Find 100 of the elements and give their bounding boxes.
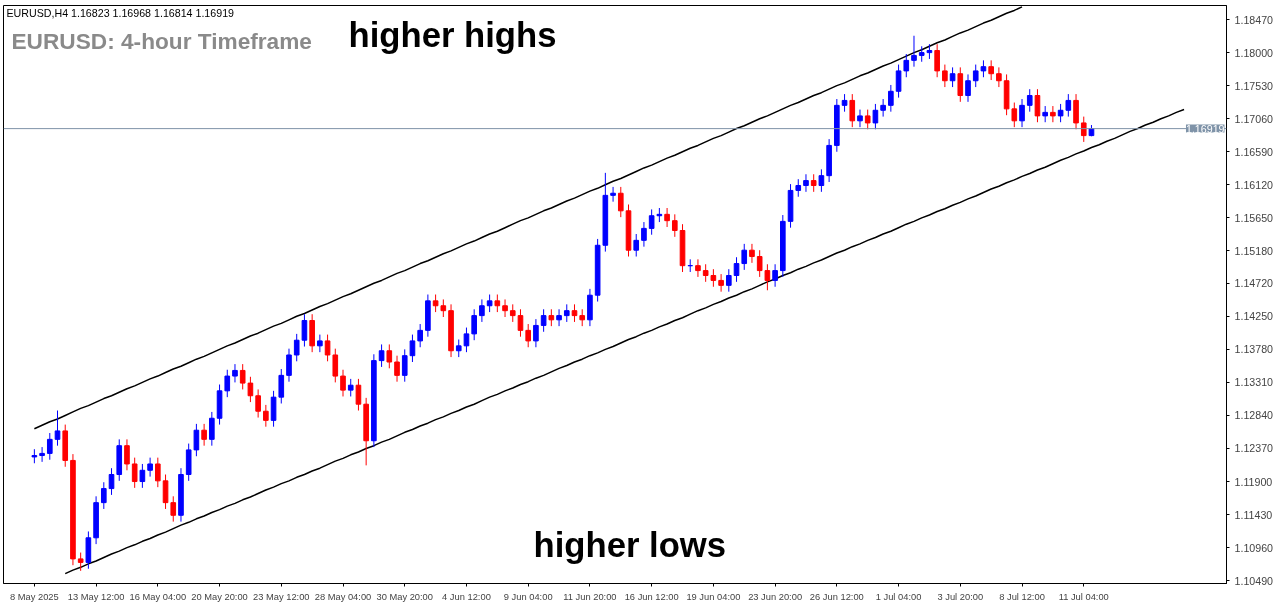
- x-tick-label: 1 Jul 04:00: [875, 591, 922, 602]
- candlestick: [749, 243, 755, 264]
- candlestick: [39, 446, 45, 463]
- candlestick: [278, 368, 285, 404]
- y-tick-label: 1.13310: [1234, 376, 1274, 389]
- x-tick-label: 28 May 04:00: [314, 591, 372, 602]
- annotation: EURUSD,H4 1.16823 1.16968 1.16814 1.16919: [6, 6, 235, 19]
- y-tick-label: 1.13780: [1234, 343, 1274, 356]
- candlestick: [533, 318, 539, 348]
- candlestick: [355, 378, 362, 412]
- candlestick: [880, 98, 886, 118]
- annotation: higher lows: [533, 525, 727, 564]
- x-tick-label: 20 May 20:00: [191, 591, 248, 602]
- candlestick: [224, 369, 231, 398]
- candlestick: [209, 411, 215, 447]
- candlestick: [1050, 105, 1056, 123]
- candlestick: [671, 213, 678, 238]
- candlestick: [255, 388, 261, 419]
- candlestick: [733, 256, 740, 283]
- candlestick: [695, 258, 701, 278]
- candlestick: [818, 168, 825, 193]
- candlestick: [394, 355, 400, 383]
- candlestick: [633, 233, 640, 258]
- candlestick: [965, 73, 971, 103]
- candlestick: [1073, 93, 1079, 130]
- candlestick: [463, 327, 470, 353]
- candlestick: [193, 423, 200, 457]
- candlestick: [386, 343, 393, 369]
- y-tick-label: 1.17060: [1234, 112, 1274, 125]
- candlestick: [903, 53, 910, 78]
- x-tick-label: 11 Jun 20:00: [563, 591, 617, 602]
- candlestick: [648, 208, 655, 236]
- annotation: higher highs: [348, 15, 557, 54]
- candlestick: [301, 313, 308, 348]
- candlestick: [147, 457, 153, 478]
- candlestick: [317, 334, 323, 353]
- candlestick: [232, 363, 238, 383]
- candlestick: [972, 64, 979, 88]
- x-tick-label: 8 May 2025: [9, 591, 59, 602]
- candlestick: [556, 308, 562, 327]
- candlestick: [332, 348, 339, 383]
- candlestick: [888, 84, 894, 113]
- candlestick: [139, 463, 146, 489]
- candlestick: [857, 109, 863, 128]
- candlestick: [1080, 116, 1087, 143]
- line-series: [64, 108, 1185, 575]
- candlestick: [100, 481, 107, 510]
- candlestick: [957, 66, 964, 103]
- y-tick-label: 1.10960: [1234, 541, 1274, 554]
- candlestick: [718, 273, 724, 293]
- y-tick-label: 1.10490: [1234, 574, 1274, 587]
- candlestick: [1026, 88, 1033, 113]
- y-tick-label: 1.18470: [1234, 13, 1274, 26]
- candlestick: [1034, 88, 1041, 123]
- candlestick: [772, 263, 778, 288]
- candlestick: [471, 308, 477, 341]
- candlestick: [293, 333, 300, 362]
- candlestick: [988, 59, 994, 81]
- candlestick: [124, 438, 130, 471]
- candlestick: [949, 66, 956, 88]
- y-tick-label: 1.12370: [1234, 442, 1274, 455]
- x-tick-label: 3 Jul 20:00: [937, 591, 984, 602]
- y-tick-label: 1.16590: [1234, 145, 1274, 158]
- x-tick-label: 16 May 04:00: [129, 591, 187, 602]
- candlestick: [942, 64, 948, 88]
- candlestick: [517, 308, 524, 338]
- candlestick: [996, 66, 1002, 88]
- candlestick: [641, 221, 647, 248]
- candlestick: [1065, 93, 1072, 118]
- candlestick: [525, 323, 532, 348]
- candlestick: [378, 343, 385, 368]
- candlestick: [239, 363, 246, 390]
- candlestick: [131, 457, 138, 489]
- candlestick: [263, 404, 269, 428]
- candlestick: [864, 109, 871, 130]
- y-tick-label: 1.14250: [1234, 310, 1274, 323]
- candlestick: [46, 432, 53, 461]
- x-tick-label: 30 May 20:00: [376, 591, 434, 602]
- x-tick-label: 8 Jul 12:00: [999, 591, 1045, 602]
- x-tick-label: 4 Jun 12:00: [442, 591, 491, 602]
- candlestick: [741, 243, 748, 271]
- x-tick-label: 11 Jul 04:00: [1058, 591, 1109, 602]
- candlestick: [756, 249, 763, 278]
- candlestick: [479, 298, 485, 323]
- text: EURUSD: 4-hour Timeframe: [11, 27, 312, 54]
- candlestick: [340, 369, 346, 397]
- x-tick-label: 13 May 12:00: [67, 591, 125, 602]
- x-tick-label: 16 Jun 12:00: [624, 591, 679, 602]
- candlestick: [895, 64, 902, 99]
- candlestick: [201, 423, 207, 447]
- y-tick-label: 1.12840: [1234, 409, 1274, 422]
- candlestick: [540, 308, 547, 333]
- candlestick: [911, 35, 917, 68]
- y-tick-label: 1.17530: [1234, 79, 1274, 92]
- candlestick: [1057, 103, 1064, 123]
- candlestick: [502, 298, 508, 318]
- y-tick-label: 1.16120: [1234, 178, 1274, 191]
- candlestick: [764, 263, 771, 291]
- candlestick: [610, 186, 616, 203]
- x-tick-label: 23 May 12:00: [253, 591, 310, 602]
